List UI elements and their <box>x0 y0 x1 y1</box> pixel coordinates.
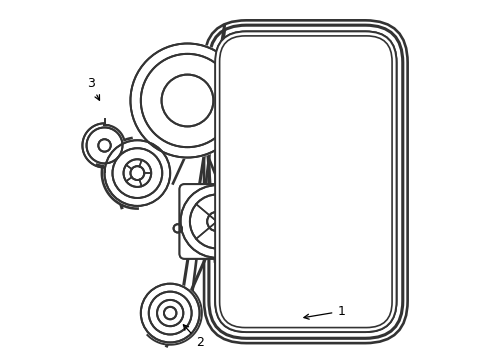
Text: 3: 3 <box>86 77 99 100</box>
FancyBboxPatch shape <box>179 184 254 259</box>
FancyBboxPatch shape <box>219 36 391 328</box>
FancyBboxPatch shape <box>219 36 391 328</box>
FancyBboxPatch shape <box>179 184 254 259</box>
Circle shape <box>86 127 123 164</box>
Text: 2: 2 <box>183 325 203 349</box>
Text: 1: 1 <box>304 305 345 319</box>
FancyBboxPatch shape <box>215 31 396 332</box>
Circle shape <box>140 283 200 343</box>
Circle shape <box>180 184 253 258</box>
Circle shape <box>103 140 170 207</box>
Circle shape <box>129 43 244 158</box>
FancyBboxPatch shape <box>215 31 396 332</box>
